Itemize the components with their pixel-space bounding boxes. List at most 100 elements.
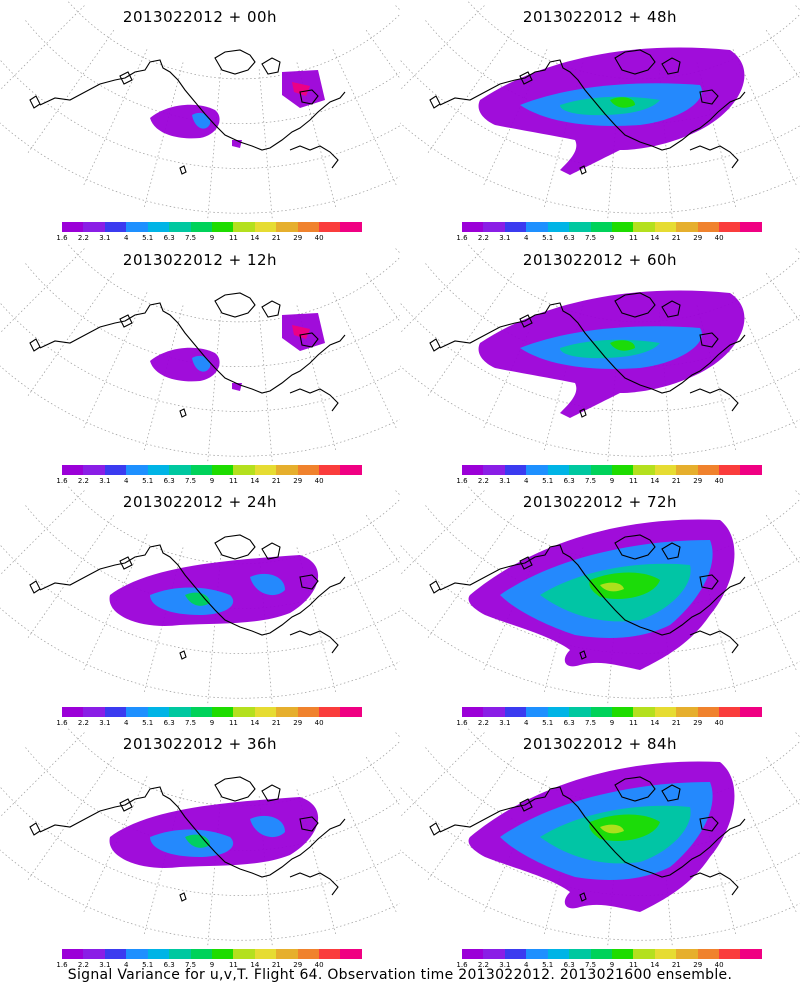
meridian-line	[332, 49, 397, 186]
meridian-line	[732, 534, 797, 671]
colorbar-swatch	[547, 707, 570, 717]
colorbar-swatch	[340, 465, 362, 475]
colorbar-tick-label: 7.5	[584, 961, 597, 969]
colorbar-swatch	[104, 222, 127, 232]
colorbar-tick-label: 29	[293, 961, 303, 969]
coastline	[29, 338, 41, 352]
meridian-line	[365, 273, 400, 323]
colorbar-swatch	[104, 465, 127, 475]
colorbar-tick-label: 1.6	[456, 961, 468, 969]
colorbar-tick-label: 21	[271, 719, 281, 727]
colorbar-swatch	[590, 465, 612, 475]
map-plot	[0, 243, 400, 462]
coastline	[614, 49, 656, 75]
colorbar-swatch	[276, 949, 298, 959]
colorbar-swatch	[319, 222, 341, 232]
colorbar-swatch	[547, 949, 570, 959]
colorbar-tick-label: 11	[628, 477, 638, 485]
map-plot	[0, 0, 400, 219]
meridian-line	[427, 273, 515, 397]
colorbar-swatch	[297, 707, 320, 717]
map-plot	[400, 0, 800, 219]
colorbar-tick-label: 3.1	[99, 961, 111, 969]
colorbar-swatch	[633, 222, 655, 232]
map-plot	[400, 243, 800, 462]
parallel-line	[400, 59, 800, 169]
meridian-line	[765, 30, 800, 80]
meridian-line	[765, 757, 800, 807]
colorbar-tick-label: 2.2	[477, 961, 489, 969]
panel-title: 2013022012 + 36h	[122, 735, 278, 753]
colorbar-swatch	[83, 222, 105, 232]
colorbar	[62, 949, 362, 959]
colorbar-tick-label: 3.1	[499, 719, 511, 727]
colorbar-swatch	[147, 465, 170, 475]
colorbar-tick-label: 11	[228, 477, 238, 485]
variance-shading	[600, 824, 624, 834]
meridian-line	[765, 515, 800, 565]
forecast-panel: 2013022012 + 00h 1.6 2.2 3.1 4 5.1 6.3 7.5 9 11 14…	[0, 0, 400, 242]
coastline	[661, 784, 681, 802]
coastline	[214, 292, 256, 318]
coastline	[214, 776, 256, 802]
colorbar	[62, 222, 362, 232]
coastline	[699, 89, 719, 105]
colorbar-swatch	[462, 465, 484, 475]
colorbar-swatch	[483, 222, 505, 232]
coastline	[39, 786, 346, 878]
coastline	[299, 816, 319, 832]
colorbar-tick-label: 40	[314, 961, 324, 969]
coastline	[299, 332, 319, 348]
colorbar-swatch	[654, 222, 677, 232]
forecast-panel: 2013022012 + 72h 1.6 2.2 3.1 4 5.1 6.3 7.5 9 11 14…	[400, 485, 800, 727]
colorbar-tick-label: 21	[271, 234, 281, 242]
colorbar-swatch	[483, 707, 505, 717]
colorbar-swatch	[719, 949, 741, 959]
coastline	[39, 302, 346, 394]
parallel-line	[466, 727, 800, 807]
colorbar-swatch	[211, 465, 234, 475]
colorbar-swatch	[676, 222, 698, 232]
colorbar-tick-label: 5.1	[142, 719, 154, 727]
colorbar-tick-label: 40	[714, 234, 724, 242]
colorbar-swatch	[190, 222, 212, 232]
colorbar-swatch	[211, 222, 234, 232]
coastline	[429, 822, 441, 836]
colorbar-tick-label: 40	[314, 719, 324, 727]
map-plot	[400, 485, 800, 704]
coastline	[261, 784, 281, 802]
colorbar-swatch	[340, 707, 362, 717]
colorbar-labels: 1.6 2.2 3.1 4 5.1 6.3 7.5 9 11 14 21 29 40	[450, 234, 770, 244]
variance-shading	[185, 592, 210, 606]
coastline	[289, 630, 339, 654]
colorbar-tick-label: 6.3	[163, 961, 175, 969]
colorbar-swatch	[83, 465, 105, 475]
coastline	[289, 872, 339, 896]
colorbar-tick-label: 29	[693, 477, 703, 485]
meridian-line	[27, 515, 115, 639]
colorbar-tick-label: 11	[228, 961, 238, 969]
colorbar-tick-label: 6.3	[163, 719, 175, 727]
meridian-line	[332, 292, 397, 429]
colorbar-tick-label: 6.3	[563, 719, 575, 727]
colorbar-tick-label: 40	[714, 719, 724, 727]
colorbar-tick-label: 2.2	[77, 234, 89, 242]
variance-shading	[192, 355, 211, 372]
coastline	[179, 650, 187, 660]
colorbar-swatch	[254, 707, 277, 717]
colorbar-tick-label: 4	[524, 477, 529, 485]
coastline	[119, 798, 133, 812]
forecast-panel: 2013022012 + 84h 1.6 2.2 3.1 4 5.1 6.3 7.5 9 11 14…	[400, 727, 800, 969]
colorbar-swatch	[297, 465, 320, 475]
colorbar-tick-label: 4	[524, 719, 529, 727]
colorbar-tick-label: 29	[293, 477, 303, 485]
colorbar-tick-label: 11	[228, 234, 238, 242]
colorbar-tick-label: 3.1	[499, 477, 511, 485]
colorbar-tick-label: 29	[693, 719, 703, 727]
parallel-line	[400, 786, 800, 896]
meridian-line	[27, 273, 115, 397]
parallel-line	[466, 243, 800, 323]
colorbar-swatch	[233, 465, 255, 475]
parallel-line	[400, 122, 800, 214]
coastline	[579, 892, 587, 902]
